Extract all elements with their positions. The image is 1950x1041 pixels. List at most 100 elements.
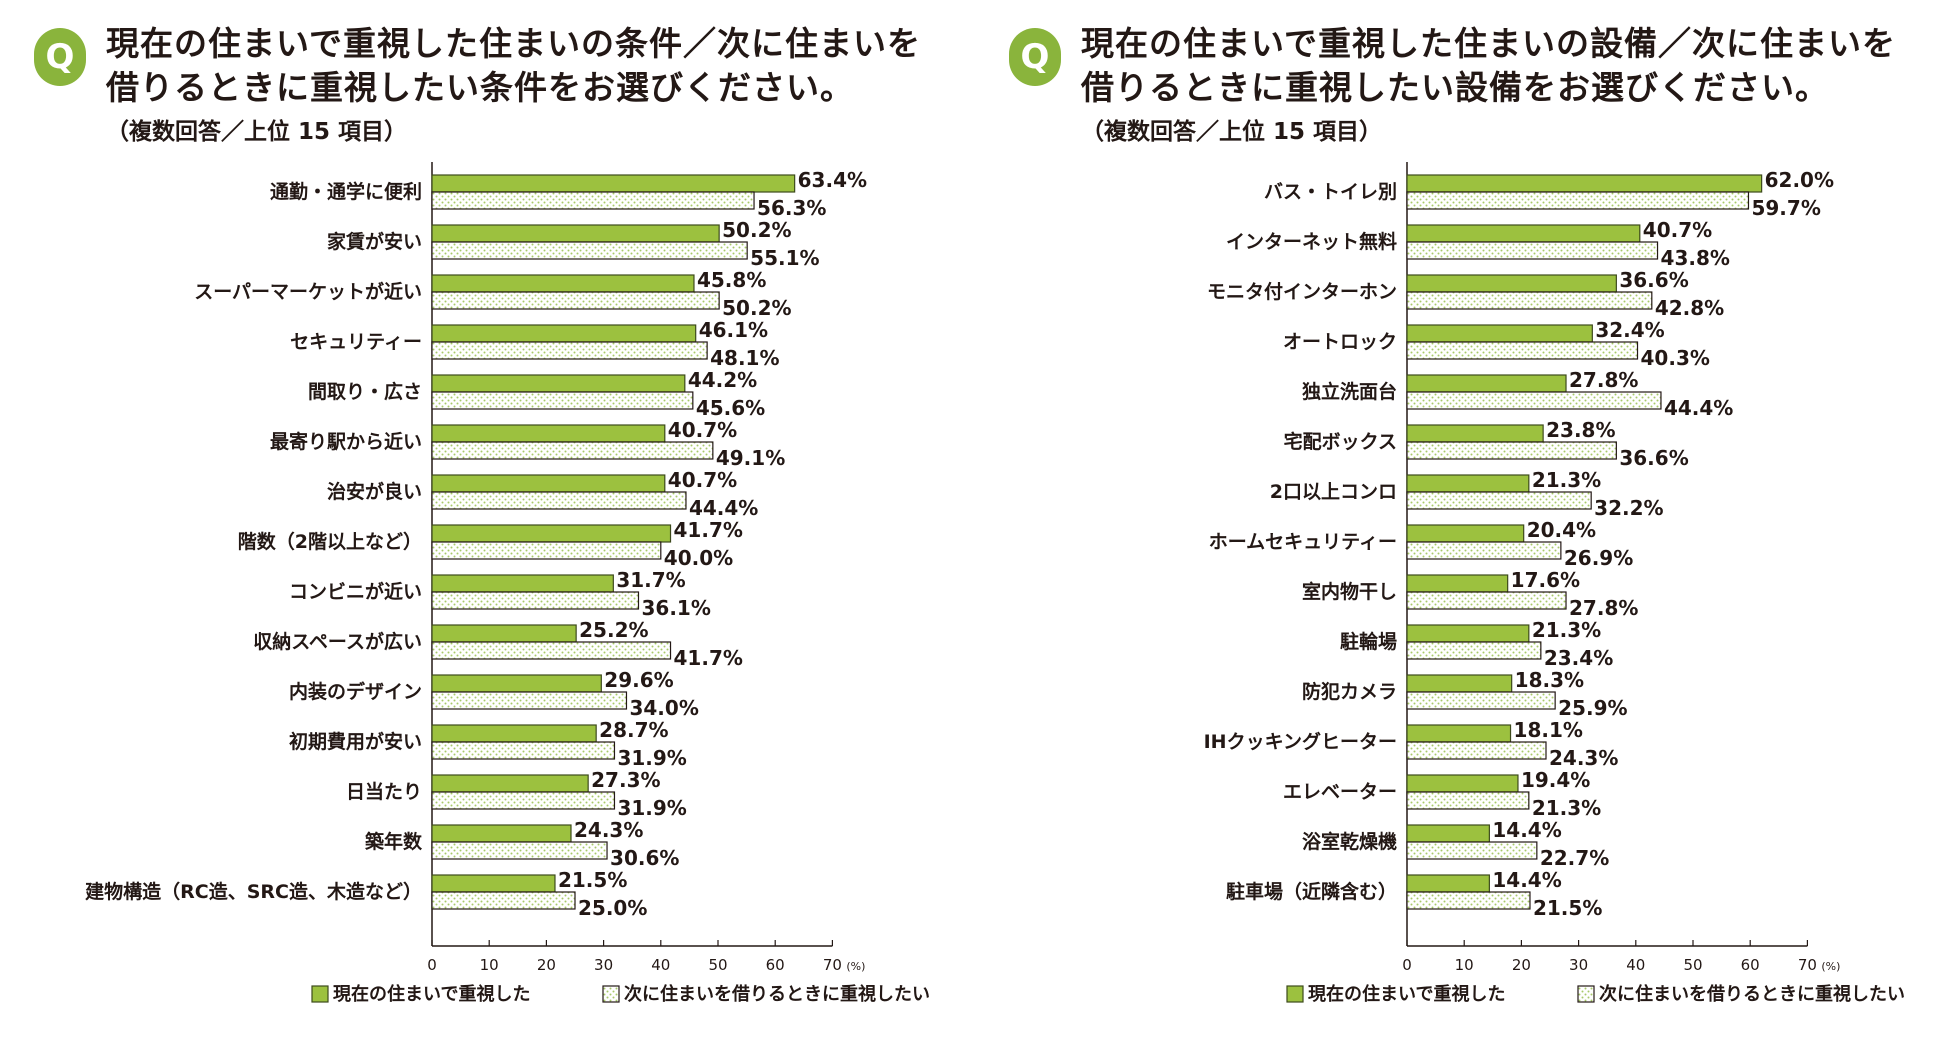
category-label: 建物構造（RC造、SRC造、木造など） — [85, 880, 422, 903]
legend-swatch-next — [1577, 985, 1595, 1003]
bar-current — [1406, 274, 1617, 293]
data-label-next: 36.6% — [1619, 446, 1688, 470]
data-label-current: 14.4% — [1492, 868, 1561, 892]
category-label: コンビニが近い — [289, 580, 422, 603]
data-label-current: 18.1% — [1514, 718, 1583, 742]
data-label-current: 20.4% — [1527, 518, 1596, 542]
bar-current — [431, 724, 597, 743]
bar-next — [431, 891, 576, 910]
x-unit-label: (%) — [846, 960, 865, 973]
data-label-current: 14.4% — [1492, 818, 1561, 842]
data-label-current: 29.6% — [604, 668, 673, 692]
category-label: 2口以上コンロ — [1270, 481, 1397, 503]
data-label-current: 21.3% — [1532, 468, 1601, 492]
data-label-next: 25.9% — [1558, 696, 1627, 720]
category-label: 内装のデザイン — [289, 680, 422, 703]
data-label-current: 25.2% — [579, 618, 648, 642]
data-label-current: 31.7% — [616, 568, 685, 592]
legend-swatch-next — [602, 985, 620, 1003]
bar-next — [431, 341, 708, 360]
x-tick-label: 60 — [766, 956, 785, 974]
data-label-current: 23.8% — [1546, 418, 1615, 442]
legend-label-current: 現在の住まいで重視した — [333, 983, 530, 1005]
data-label-next: 22.7% — [1540, 846, 1609, 870]
category-label: 通勤・通学に便利 — [270, 180, 422, 203]
bar-next — [1406, 341, 1639, 360]
data-label-next: 34.0% — [629, 696, 698, 720]
data-label-next: 21.3% — [1532, 796, 1601, 820]
data-label-next: 26.9% — [1564, 546, 1633, 570]
bar-current — [431, 574, 614, 593]
data-label-next: 59.7% — [1751, 196, 1820, 220]
data-label-next: 55.1% — [750, 246, 819, 270]
x-tick-label: 60 — [1741, 956, 1760, 974]
data-label-next: 31.9% — [617, 796, 686, 820]
data-label-next: 27.8% — [1569, 596, 1638, 620]
data-label-next: 42.8% — [1655, 296, 1724, 320]
data-label-current: 28.7% — [599, 718, 668, 742]
question-badge: Q — [1009, 28, 1061, 86]
data-label-next: 43.8% — [1661, 246, 1730, 270]
data-label-next: 41.7% — [674, 646, 743, 670]
bar-next — [1406, 691, 1556, 710]
bar-next — [431, 791, 616, 810]
category-label: セキュリティー — [290, 331, 422, 353]
category-label: 収納スペースが広い — [253, 630, 422, 653]
data-label-next: 31.9% — [617, 746, 686, 770]
data-label-current: 40.7% — [1643, 218, 1712, 242]
category-label: 家賃が安い — [327, 230, 422, 253]
category-label: インターネット無料 — [1226, 230, 1397, 253]
chart-subtitle: （複数回答／上位 15 項目） — [106, 119, 408, 145]
bar-next — [431, 191, 755, 210]
bar-chart-conditions: 0 10 20 30 40 50 60 70 (%) 通勤・通学に便利 63.4% 56.3% 家賃が安… — [85, 162, 930, 1005]
data-label-current: 18.3% — [1515, 668, 1584, 692]
data-label-current: 44.2% — [688, 368, 757, 392]
question-badge: Q — [34, 28, 86, 86]
bar-next — [1406, 841, 1538, 860]
x-tick-label: 20 — [1512, 956, 1531, 974]
data-label-next: 40.3% — [1641, 346, 1710, 370]
data-label-current: 36.6% — [1619, 268, 1688, 292]
data-label-next: 36.1% — [641, 596, 710, 620]
category-label: 間取り・広さ — [308, 380, 422, 403]
chart-title-line1: 現在の住まいで重視した住まいの条件／次に住まいを — [106, 24, 922, 63]
data-label-next: 44.4% — [689, 496, 758, 520]
category-label: モニタ付インターホン — [1207, 280, 1397, 303]
category-label: 治安が良い — [327, 480, 422, 503]
bar-next — [1406, 441, 1617, 460]
data-label-current: 17.6% — [1511, 568, 1580, 592]
bar-current — [1406, 474, 1530, 493]
x-tick-label: 30 — [1569, 956, 1588, 974]
bar-current — [431, 824, 572, 843]
category-label: ホームセキュリティー — [1209, 531, 1397, 553]
data-label-current: 19.4% — [1521, 768, 1590, 792]
data-label-current: 40.7% — [668, 468, 737, 492]
chart-subtitle: （複数回答／上位 15 項目） — [1081, 119, 1383, 145]
x-tick-label: 40 — [651, 956, 670, 974]
bar-current — [431, 624, 577, 643]
legend-swatch-current — [311, 985, 329, 1003]
category-label: 階数（2階以上など） — [238, 530, 422, 553]
x-tick-label: 10 — [480, 956, 499, 974]
bar-next — [1406, 591, 1567, 610]
category-label: 室内物干し — [1302, 580, 1397, 603]
data-label-current: 24.3% — [574, 818, 643, 842]
bar-current — [1406, 424, 1544, 443]
category-label: 防犯カメラ — [1302, 680, 1397, 703]
x-tick-label: 10 — [1455, 956, 1474, 974]
bar-next — [1406, 241, 1659, 260]
category-label: 宅配ボックス — [1284, 430, 1397, 453]
data-label-next: 48.1% — [710, 346, 779, 370]
bar-current — [1406, 874, 1490, 893]
x-tick-label: 20 — [537, 956, 556, 974]
data-label-next: 23.4% — [1544, 646, 1613, 670]
chart-title: 現在の住まいで重視した住まいの設備／次に住まいを 借りるときに重視したい設備をお… — [1081, 22, 1921, 110]
legend-label-next: 次に住まいを借りるときに重視したい — [1599, 983, 1905, 1005]
category-label: 浴室乾燥機 — [1302, 830, 1397, 853]
data-label-next: 44.4% — [1664, 396, 1733, 420]
data-label-current: 41.7% — [674, 518, 743, 542]
bar-next — [1406, 191, 1750, 210]
category-label: オートロック — [1283, 331, 1397, 353]
bar-next — [431, 591, 640, 610]
data-label-current: 27.8% — [1569, 368, 1638, 392]
